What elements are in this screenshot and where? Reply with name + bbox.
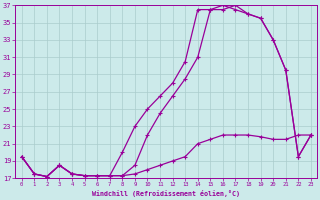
X-axis label: Windchill (Refroidissement éolien,°C): Windchill (Refroidissement éolien,°C) [92,190,240,197]
